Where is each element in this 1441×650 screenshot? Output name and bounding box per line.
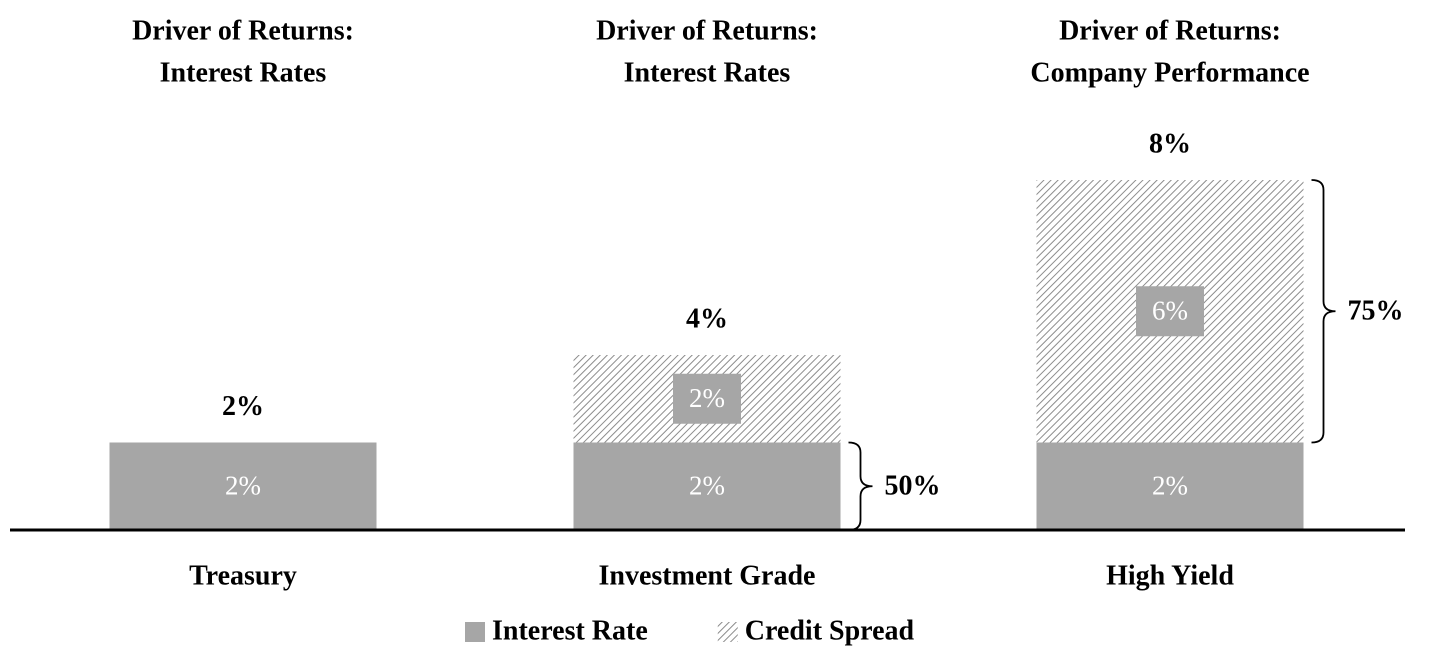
segment-label: 2%	[1152, 470, 1188, 500]
legend-swatch	[717, 622, 738, 642]
total-label: 2%	[222, 391, 264, 422]
legend-swatch	[465, 622, 485, 642]
segment-label: 6%	[1152, 295, 1188, 325]
column-header: Interest Rates	[624, 57, 791, 88]
bracket	[1311, 179, 1336, 444]
segment-label: 2%	[689, 470, 725, 500]
annotation-label: 50%	[885, 471, 941, 502]
bracket	[848, 441, 873, 531]
label-box	[1136, 286, 1204, 337]
label-box	[673, 373, 741, 424]
legend-label: Interest Rate	[492, 615, 648, 646]
x-tick-label: High Yield	[1106, 560, 1234, 591]
segment-label: 2%	[225, 470, 261, 500]
bar-segment	[573, 442, 841, 530]
column-header: Driver of Returns:	[596, 15, 818, 46]
legend-label: Credit Spread	[745, 615, 915, 646]
x-tick-label: Treasury	[189, 560, 297, 591]
bar-segment	[1036, 442, 1304, 530]
total-label: 4%	[686, 303, 728, 334]
x-tick-label: Investment Grade	[599, 560, 816, 591]
annotation-label: 75%	[1348, 296, 1404, 327]
total-label: 8%	[1149, 128, 1191, 159]
column-header: Driver of Returns:	[132, 15, 354, 46]
column-header: Company Performance	[1030, 57, 1309, 88]
segment-label: 2%	[689, 383, 725, 413]
column-header: Interest Rates	[160, 57, 327, 88]
column-header: Driver of Returns:	[1059, 15, 1281, 46]
bar-segment	[109, 442, 377, 530]
